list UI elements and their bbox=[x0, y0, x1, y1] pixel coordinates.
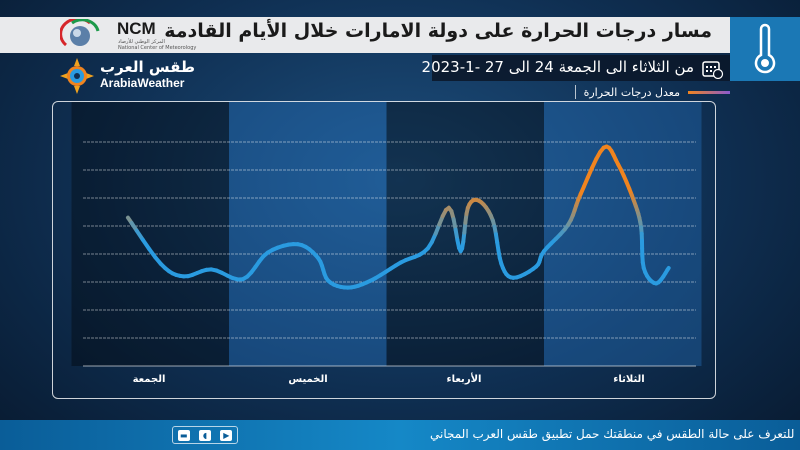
day-band bbox=[71, 102, 229, 366]
legend-divider bbox=[574, 85, 576, 99]
x-tick-label: الجمعة bbox=[133, 374, 166, 385]
thermometer-badge bbox=[730, 17, 800, 81]
ncm-subtitle: المركز الوطني للأرصاد National Center of … bbox=[118, 39, 197, 51]
title-bar: NCM المركز الوطني للأرصاد National Center… bbox=[0, 17, 730, 53]
temperature-chart: 1214161820222426الجمعةالخميسالأربعاءالثل… bbox=[71, 102, 702, 385]
temperature-line-segment bbox=[665, 266, 671, 273]
date-range: من الثلاثاء الى الجمعة 24 الى 27 -1-2023 bbox=[421, 58, 694, 76]
legend-label: معدل درجات الحرارة bbox=[583, 85, 680, 99]
huawei-store-icon[interactable]: ▬ bbox=[177, 429, 190, 441]
page-title: مسار درجات الحرارة على دولة الامارات خلا… bbox=[164, 20, 712, 42]
calendar-clock-icon bbox=[702, 61, 724, 79]
app-store-badges[interactable]: ▬ ◖ ▶ bbox=[172, 426, 238, 444]
google-play-icon[interactable]: ▶ bbox=[220, 429, 233, 441]
legend-swatch bbox=[688, 90, 730, 94]
x-tick-label: الأربعاء bbox=[447, 372, 482, 385]
arabiaweather-english: ArabiaWeather bbox=[100, 76, 185, 90]
footer-bar: ▬ ◖ ▶ للتعرف على حالة الطقس في منطقتك حم… bbox=[0, 420, 800, 450]
ncm-logo-icon bbox=[60, 19, 100, 47]
ncm-wordmark: NCM bbox=[117, 19, 156, 38]
apple-store-icon[interactable]: ◖ bbox=[198, 429, 211, 441]
day-band bbox=[229, 102, 387, 366]
thermometer-icon bbox=[754, 23, 776, 74]
arabiaweather-logo-icon bbox=[60, 58, 94, 94]
x-tick-label: الثلاثاء bbox=[613, 374, 644, 385]
date-bar: من الثلاثاء الى الجمعة 24 الى 27 -1-2023 bbox=[422, 55, 730, 81]
x-tick-label: الخميس bbox=[288, 374, 327, 385]
footer-text: للتعرف على حالة الطقس في منطقتك حمل تطبي… bbox=[430, 427, 795, 441]
day-band bbox=[544, 102, 702, 366]
chart-panel: 1214161820222426الجمعةالخميسالأربعاءالثل… bbox=[52, 101, 716, 399]
chart-legend: معدل درجات الحرارة bbox=[574, 85, 730, 99]
arabiaweather-arabic: طقس العرب bbox=[100, 58, 195, 76]
